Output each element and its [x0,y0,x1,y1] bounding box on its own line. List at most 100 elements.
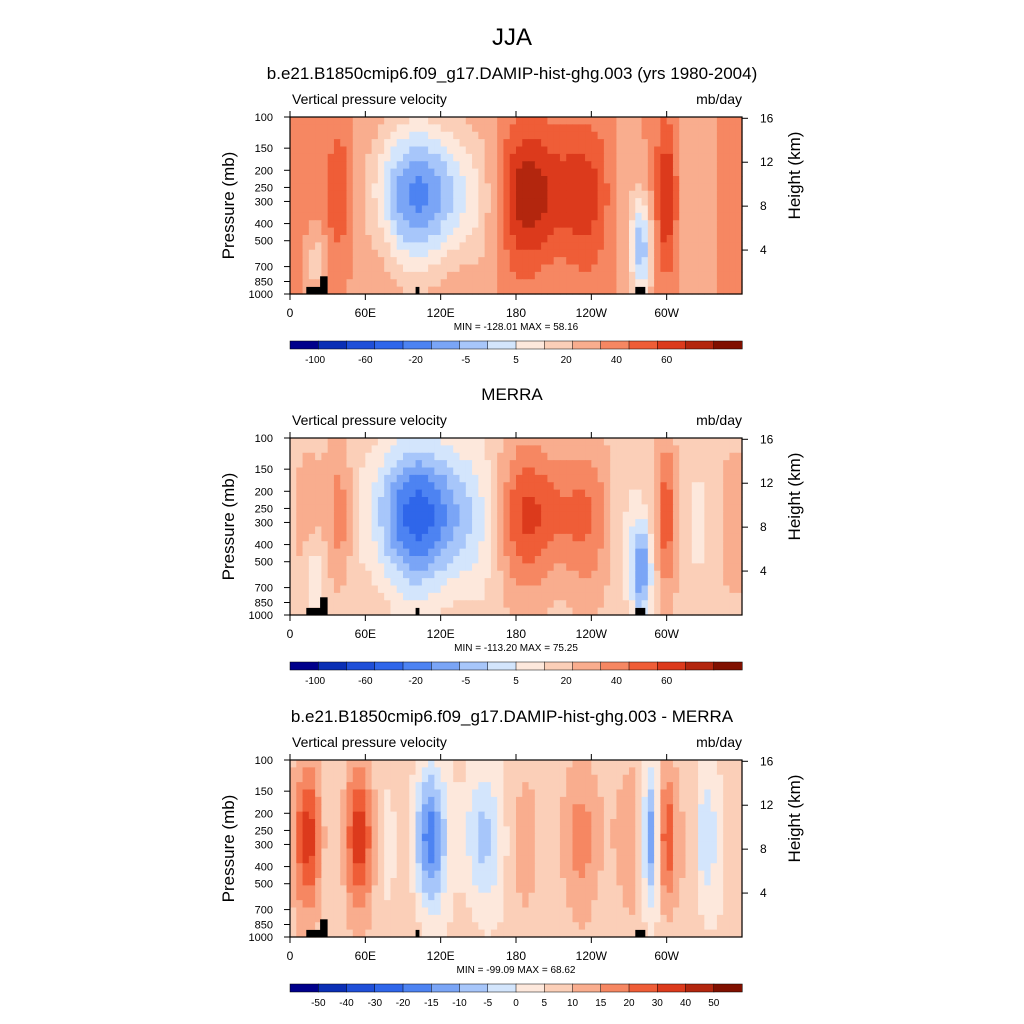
heatmap-cell [666,474,674,483]
heatmap-cell [666,227,674,236]
heatmap-cell [610,767,618,776]
y-tick-label: 200 [255,486,273,498]
heatmap-cell [641,242,649,251]
heatmap-cell [365,570,373,579]
heatmap-cell [735,863,743,872]
heatmap-cell [453,264,461,273]
heatmap-cell [497,212,505,221]
heatmap-cell [528,526,536,535]
heatmap-cell [698,607,705,616]
heatmap-cell [672,789,680,798]
heatmap-cell [440,131,448,140]
heatmap-cell [704,482,712,491]
heatmap-cell [516,519,523,528]
heatmap-cell [578,760,586,768]
heatmap-cell [384,519,392,528]
heatmap-cell [409,870,417,879]
heatmap-cell [333,819,341,827]
figure-title: JJA [492,24,532,51]
heatmap-cell [591,855,599,864]
heatmap-cell [679,533,687,542]
heatmap-cell [484,235,492,243]
heatmap-cell [591,153,599,162]
heatmap-cell [735,782,743,791]
heatmap-cell [547,489,555,498]
heatmap-cell [434,279,442,288]
heatmap-cell [440,570,448,579]
heatmap-cell [459,161,467,170]
heatmap-cell [302,578,310,587]
heatmap-cell [710,533,718,542]
heatmap-cell [660,804,668,813]
heatmap-cell [327,855,335,864]
heatmap-cell [635,804,643,813]
heatmap-cell [672,212,680,221]
heatmap-cell [585,474,592,483]
heatmap-cell [691,563,699,572]
heatmap-cell [547,131,555,140]
heatmap-cell [403,760,410,768]
heatmap-cell [359,227,366,236]
heatmap-cell [572,841,580,850]
heatmap-cell [327,600,335,609]
heatmap-cell [559,878,567,886]
heatmap-cell [346,885,354,894]
heatmap-cell [603,585,611,594]
heatmap-cell [428,161,435,170]
heatmap-cell [446,482,454,491]
heatmap-cell [346,212,354,221]
heatmap-cell [553,467,561,476]
heatmap-cell [723,833,731,842]
heatmap-cell [710,474,718,483]
heatmap-cell [685,264,693,273]
heatmap-cell [716,176,724,184]
heatmap-cell [547,438,555,446]
heatmap-cell [522,146,530,155]
heatmap-cell [421,885,429,894]
heatmap-cell [428,578,435,587]
heatmap-cell [704,139,712,148]
heatmap-cell [629,789,636,798]
heatmap-cell [566,117,574,125]
heatmap-cell [559,863,567,872]
heatmap-cell [559,548,567,557]
heatmap-cell [735,885,743,894]
heatmap-cell [484,117,492,125]
heatmap-cell [308,804,316,813]
heatmap-cell [346,198,354,207]
heatmap-cell [660,205,668,214]
heatmap-cell [635,760,643,768]
colorbar-label: 40 [611,676,623,687]
heatmap-cell [409,767,417,776]
heatmap-cell [666,497,674,505]
heatmap-cell [497,826,505,835]
heatmap-cell [641,220,649,229]
heatmap-cell [528,504,536,513]
heatmap-cell [566,504,574,513]
heatmap-cell [290,242,297,251]
heatmap-cell [534,760,542,768]
heatmap-cell [428,519,435,528]
heatmap-cell [635,460,643,469]
heatmap-cell [396,257,404,266]
heatmap-cell [566,212,574,221]
heatmap-cell [704,760,712,768]
heatmap-cell [547,841,555,850]
heatmap-cell [735,841,743,850]
heatmap-cell [302,774,310,783]
heatmap-cell [440,467,448,476]
heatmap-cell [647,264,655,273]
heatmap-cell [409,796,417,805]
heatmap-cell [459,789,467,798]
heatmap-cell [704,198,712,207]
heatmap-cell [603,286,611,295]
heatmap-cell [585,504,592,513]
heatmap-cell [679,511,687,520]
heatmap-cell [735,124,743,133]
heatmap-cell [346,286,354,295]
heatmap-cell [421,511,429,520]
heatmap-cell [735,541,743,550]
heatmap-cell [654,124,661,133]
heatmap-cell [465,482,473,491]
heatmap-cell [346,124,354,133]
